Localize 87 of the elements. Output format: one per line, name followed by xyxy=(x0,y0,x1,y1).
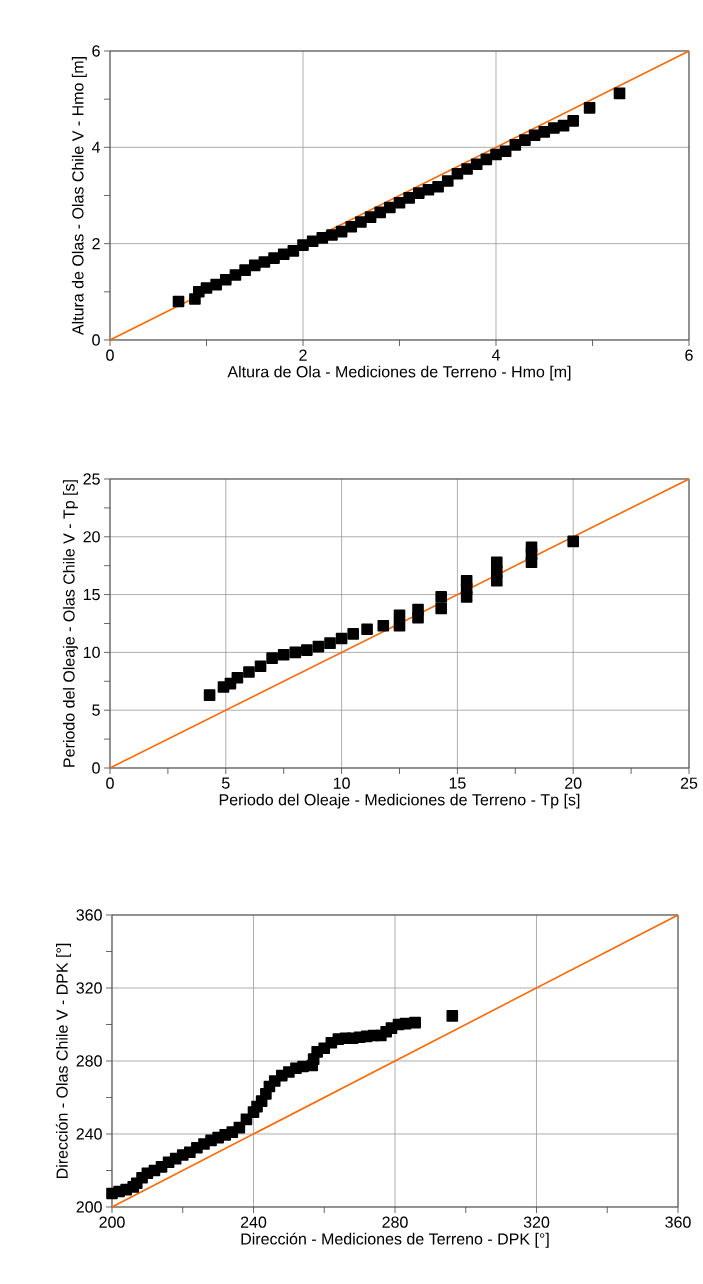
point xyxy=(312,640,325,653)
point xyxy=(441,175,454,187)
point xyxy=(277,248,290,261)
x-tick-label: 5 xyxy=(221,777,230,789)
x-tick-label: 280 xyxy=(382,1216,408,1228)
x-tick-label: 10 xyxy=(333,777,350,789)
point xyxy=(409,1016,421,1029)
point xyxy=(335,632,348,645)
point xyxy=(316,232,329,244)
point xyxy=(567,115,579,127)
x-tick-label: 25 xyxy=(680,777,698,789)
point xyxy=(432,181,444,193)
point xyxy=(277,648,290,661)
point xyxy=(172,295,185,308)
point xyxy=(583,102,596,114)
point xyxy=(548,122,560,134)
y-tick-label: 200 xyxy=(76,1201,102,1213)
point xyxy=(287,245,300,257)
y-tick-label: 15 xyxy=(83,589,100,601)
point xyxy=(268,252,280,264)
point xyxy=(326,229,338,241)
point xyxy=(361,623,373,636)
y-tick-label: 6 xyxy=(92,45,100,57)
x-tick-label: 4 xyxy=(491,349,500,361)
y-tick-label: 280 xyxy=(76,1055,102,1067)
y-tick-label: 4 xyxy=(91,141,101,153)
y-tick-label: 20 xyxy=(83,531,100,543)
x-axis-title: Periodo del Oleaje - Mediciones de Terreno - Tp [s] xyxy=(219,793,580,809)
point xyxy=(413,187,425,199)
x-tick-label: 15 xyxy=(449,777,466,789)
y-tick-label: 10 xyxy=(83,646,100,659)
point xyxy=(461,163,473,175)
y-axis-title: Periodo del Oleaje - Olas Chile V - Tp [s] xyxy=(62,480,78,767)
point xyxy=(613,87,626,100)
point xyxy=(393,609,406,622)
y-axis-title: Altura de Olas - Olas Chile V - Hmo [m] xyxy=(71,57,87,336)
point xyxy=(446,1010,459,1022)
point xyxy=(435,602,447,615)
x-tick-label: 360 xyxy=(665,1216,691,1228)
point xyxy=(393,620,406,632)
point xyxy=(470,158,483,170)
point xyxy=(377,620,390,632)
point xyxy=(289,646,302,659)
x-axis-title: Dirección - Mediciones de Terreno - DPK [°] xyxy=(241,1232,549,1248)
point xyxy=(220,273,232,286)
y-tick-label: 0 xyxy=(92,762,100,774)
point xyxy=(538,126,551,138)
point xyxy=(519,134,531,146)
point xyxy=(210,278,222,291)
x-tick-label: 6 xyxy=(685,349,693,361)
point xyxy=(412,603,424,616)
point xyxy=(243,666,255,678)
x-tick-label: 0 xyxy=(106,777,114,789)
point xyxy=(525,541,538,553)
x-axis-title: Altura de Ola - Mediciones de Terreno - Hmo [m] xyxy=(227,365,571,381)
point xyxy=(499,145,512,157)
point xyxy=(403,192,415,204)
y-tick-label: 240 xyxy=(76,1128,102,1140)
y-tick-label: 2 xyxy=(92,238,100,250)
point xyxy=(301,644,313,656)
point xyxy=(254,660,267,673)
point xyxy=(384,201,396,214)
point xyxy=(435,591,447,603)
point xyxy=(460,574,473,587)
y-tick-label: 5 xyxy=(92,704,100,716)
point xyxy=(324,637,336,649)
point xyxy=(347,628,359,640)
point xyxy=(203,689,216,701)
x-tick-label: 0 xyxy=(106,349,114,361)
x-tick-label: 320 xyxy=(523,1216,550,1228)
x-tick-label: 240 xyxy=(240,1216,267,1228)
y-tick-label: 360 xyxy=(76,909,102,921)
x-tick-label: 2 xyxy=(299,349,307,361)
y-tick-label: 320 xyxy=(76,982,102,994)
point xyxy=(374,206,386,219)
point xyxy=(231,672,244,684)
point xyxy=(567,535,579,548)
point xyxy=(355,216,367,228)
x-tick-label: 20 xyxy=(565,777,582,789)
point xyxy=(239,264,251,276)
point xyxy=(345,221,358,233)
y-tick-label: 25 xyxy=(83,473,100,485)
point xyxy=(490,556,503,569)
point xyxy=(297,239,309,251)
point xyxy=(266,652,278,664)
y-tick-label: 0 xyxy=(92,334,100,346)
y-axis-title: Dirección - Olas Chile V - DPK [°] xyxy=(55,943,71,1179)
